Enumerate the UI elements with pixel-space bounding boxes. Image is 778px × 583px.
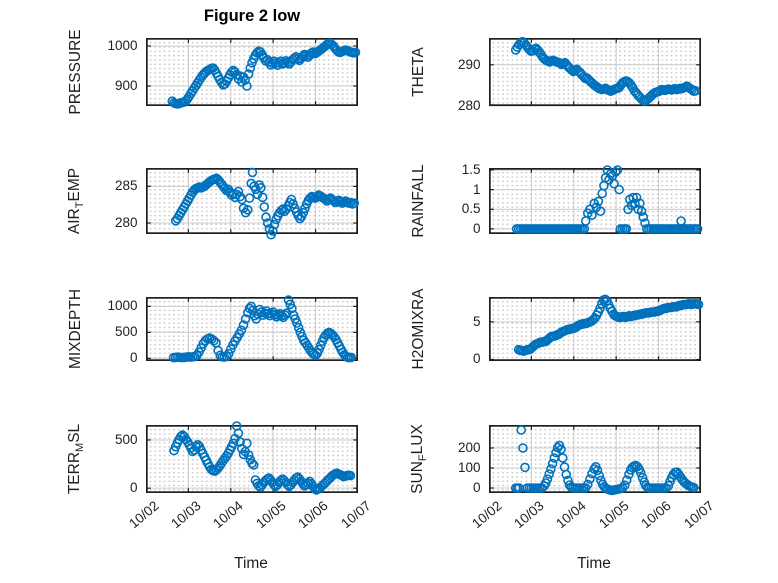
major-grid bbox=[488, 425, 701, 493]
y-tick-label: 280 bbox=[457, 98, 481, 113]
axes-box bbox=[488, 297, 701, 361]
plot-area bbox=[488, 425, 701, 496]
y-axis-label-tail: EMP bbox=[65, 167, 83, 202]
y-tick-label: 290 bbox=[457, 56, 481, 72]
y-tick-label: 500 bbox=[114, 431, 138, 447]
y-axis-label-tail: LUX bbox=[408, 424, 426, 455]
y-axis-label: TERRMSL bbox=[66, 424, 86, 494]
y-axis-label: H2OMIXRA bbox=[410, 289, 428, 370]
x-axis-label-right: Time bbox=[577, 555, 611, 572]
scatter-series bbox=[170, 167, 359, 240]
scatter-series bbox=[513, 294, 703, 357]
axes-box bbox=[488, 425, 701, 494]
y-axis-label: THETA bbox=[410, 47, 428, 97]
y-tick-label: 0.5 bbox=[461, 201, 481, 217]
axes-box bbox=[145, 425, 358, 494]
tick-marks bbox=[488, 39, 701, 106]
y-tick-label: 900 bbox=[114, 78, 138, 93]
y-axis-label-main: TERR bbox=[65, 451, 83, 495]
scatter-series bbox=[511, 165, 702, 234]
y-axis-label-subscript: F bbox=[416, 454, 429, 462]
y-axis-label-main: SUN bbox=[408, 461, 426, 494]
scatter-series bbox=[166, 38, 360, 109]
x-axis-label-left: Time bbox=[234, 555, 268, 572]
y-tick-label: 100 bbox=[457, 460, 481, 475]
y-axis-label-main: PRESSURE bbox=[66, 29, 84, 115]
y-axis-label-main: THETA bbox=[409, 47, 427, 97]
y-tick-label: 285 bbox=[114, 178, 138, 194]
subplot-h2omixra bbox=[488, 294, 703, 361]
y-axis-label-main: RAINFALL bbox=[409, 164, 427, 238]
tick-marks bbox=[488, 298, 701, 361]
subplot-air_temp bbox=[145, 167, 359, 240]
tick-marks bbox=[145, 426, 358, 492]
scatter-series bbox=[168, 295, 356, 363]
plot-area bbox=[488, 165, 702, 235]
y-tick-label: 1000 bbox=[107, 38, 138, 53]
y-tick-label: 1000 bbox=[107, 298, 138, 314]
y-tick-label: 500 bbox=[114, 324, 138, 340]
plot-area bbox=[145, 421, 358, 495]
y-tick-label: 0 bbox=[472, 480, 481, 495]
y-tick-label: 200 bbox=[457, 440, 481, 455]
subplot-rainfall bbox=[488, 165, 702, 235]
plot-area bbox=[145, 38, 360, 109]
axes-box bbox=[145, 297, 358, 361]
y-axis-label-subscript: T bbox=[73, 201, 86, 209]
y-tick-label: 0 bbox=[472, 351, 481, 367]
y-tick-label: 1.5 bbox=[461, 161, 481, 177]
plot-area bbox=[488, 36, 701, 107]
y-axis-label-main: H2OMIXRA bbox=[409, 288, 427, 370]
y-tick-label: 5 bbox=[472, 313, 481, 329]
scatter-series bbox=[168, 421, 355, 495]
y-tick-label: 0 bbox=[129, 350, 138, 366]
y-axis-label: SUNFLUX bbox=[409, 424, 429, 494]
y-axis-label: AIRTEMP bbox=[66, 168, 86, 234]
y-axis-label-tail: SL bbox=[65, 423, 83, 443]
subplot-mixdepth bbox=[145, 295, 358, 363]
y-axis-label-main: MIXDEPTH bbox=[66, 288, 84, 370]
subplot-terr_msl bbox=[145, 421, 358, 495]
subplot-sun_flux bbox=[488, 425, 701, 496]
plot-area bbox=[145, 295, 358, 363]
x-tick-label: 10/02 bbox=[125, 498, 162, 532]
plot-area bbox=[145, 167, 359, 240]
y-tick-label: 1 bbox=[472, 181, 481, 197]
y-tick-label: 280 bbox=[114, 215, 138, 230]
subplot-pressure bbox=[145, 38, 360, 109]
subplot-theta bbox=[488, 36, 701, 107]
y-tick-label: 0 bbox=[472, 220, 481, 236]
y-axis-label: PRESSURE bbox=[67, 29, 85, 114]
y-tick-label: 0 bbox=[129, 480, 138, 496]
y-axis-label: MIXDEPTH bbox=[67, 289, 85, 369]
scatter-series bbox=[510, 425, 699, 496]
scatter-series bbox=[510, 36, 700, 106]
axes-box bbox=[488, 168, 701, 235]
y-axis-label-main: AIR bbox=[65, 208, 83, 235]
axes-box bbox=[145, 38, 358, 107]
y-axis-label-subscript: M bbox=[73, 442, 86, 452]
plot-area bbox=[488, 294, 703, 361]
axes-box bbox=[488, 38, 701, 107]
figure-title: Figure 2 low bbox=[203, 7, 301, 25]
y-axis-label: RAINFALL bbox=[410, 164, 428, 237]
